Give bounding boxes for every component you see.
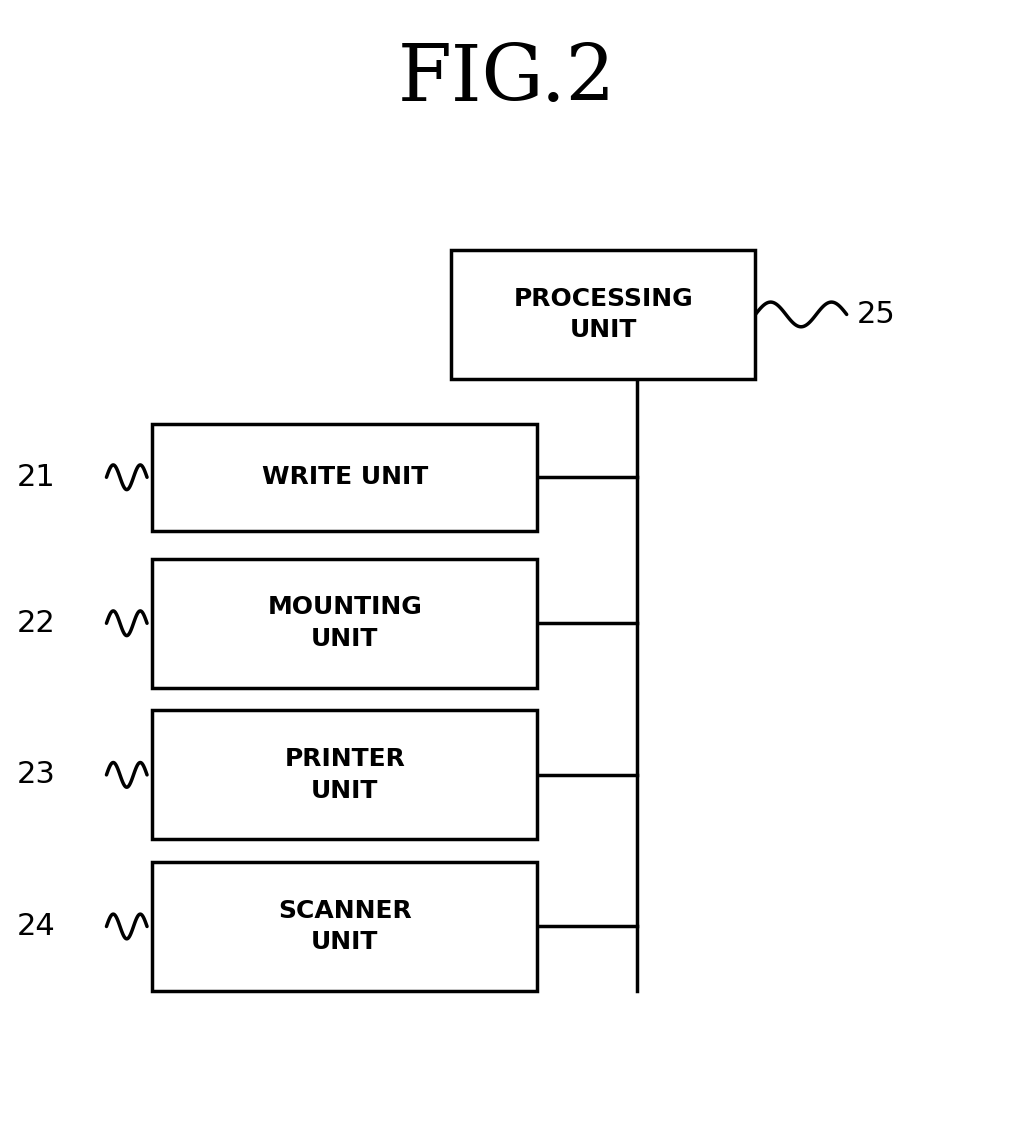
Text: SCANNER
UNIT: SCANNER UNIT [278,898,412,955]
Text: 24: 24 [17,912,56,941]
Text: MOUNTING
UNIT: MOUNTING UNIT [268,595,422,651]
Bar [152,862,537,992]
Text: 23: 23 [17,760,56,789]
Text: 25: 25 [857,300,895,329]
Bar [451,250,755,380]
Text: 22: 22 [17,609,56,638]
Bar [152,711,537,840]
Bar [152,424,537,531]
Text: WRITE UNIT: WRITE UNIT [262,465,428,490]
Text: 21: 21 [17,463,56,492]
Text: PROCESSING
UNIT: PROCESSING UNIT [513,286,694,343]
Bar [152,558,537,687]
Text: PRINTER
UNIT: PRINTER UNIT [284,747,406,803]
Text: FIG.2: FIG.2 [397,40,617,117]
